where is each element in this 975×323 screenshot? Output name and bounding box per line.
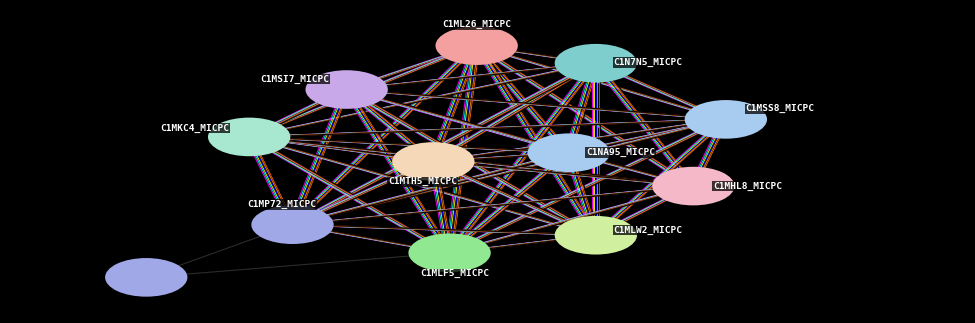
Text: C1MHL8_MICPC: C1MHL8_MICPC (713, 182, 782, 191)
Text: C1MLF5_MICPC: C1MLF5_MICPC (420, 269, 489, 278)
Ellipse shape (409, 234, 490, 272)
Text: C1MSS8_MICPC: C1MSS8_MICPC (746, 104, 814, 113)
Ellipse shape (305, 70, 388, 109)
Ellipse shape (652, 167, 734, 205)
Ellipse shape (436, 26, 518, 65)
Ellipse shape (555, 216, 637, 255)
Text: C1MP72_MICPC: C1MP72_MICPC (248, 200, 316, 209)
Ellipse shape (527, 133, 610, 172)
Ellipse shape (208, 118, 291, 156)
Text: C1MKC4_MICPC: C1MKC4_MICPC (161, 124, 229, 133)
Ellipse shape (684, 100, 767, 139)
Text: C1N7N5_MICPC: C1N7N5_MICPC (613, 58, 682, 67)
Ellipse shape (252, 205, 333, 244)
Ellipse shape (555, 44, 637, 82)
Text: C1ML26_MICPC: C1ML26_MICPC (443, 20, 511, 29)
Ellipse shape (105, 258, 187, 297)
Text: C1MTH5_MICPC: C1MTH5_MICPC (388, 177, 457, 186)
Text: C1NA95_MICPC: C1NA95_MICPC (586, 148, 655, 157)
Text: C1MLW2_MICPC: C1MLW2_MICPC (613, 225, 682, 234)
Text: C1MSI7_MICPC: C1MSI7_MICPC (260, 74, 330, 84)
Ellipse shape (392, 142, 475, 181)
